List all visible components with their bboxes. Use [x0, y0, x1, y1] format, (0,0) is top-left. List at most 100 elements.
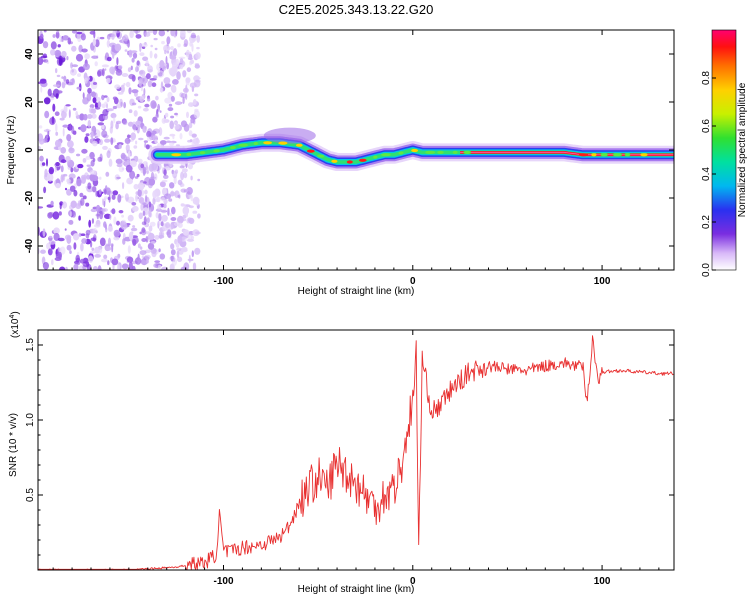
noise-speckle — [141, 43, 148, 48]
noise-speckle — [182, 70, 187, 78]
noise-speckle — [75, 110, 78, 117]
noise-speckle — [43, 59, 49, 63]
noise-speckle — [98, 189, 102, 195]
noise-speckle — [61, 76, 64, 79]
chart-title: C2E5.2025.343.13.22.G20 — [279, 2, 434, 17]
spectrogram-x-tick-label: -100 — [213, 276, 233, 287]
noise-speckle — [128, 87, 132, 95]
noise-speckle — [194, 63, 200, 66]
noise-speckle — [118, 166, 125, 173]
noise-speckle — [64, 187, 68, 191]
noise-speckle — [101, 208, 108, 212]
noise-speckle — [55, 162, 60, 167]
noise-speckle — [66, 134, 72, 142]
noise-speckle — [94, 254, 101, 258]
noise-speckle — [83, 113, 88, 121]
noise-speckle — [128, 109, 133, 114]
noise-speckle — [165, 56, 168, 65]
snr-x-tick-label: 100 — [594, 576, 611, 587]
noise-speckle — [65, 155, 71, 163]
noise-speckle — [113, 229, 121, 238]
noise-speckle — [140, 246, 143, 250]
noise-speckle — [91, 247, 95, 251]
noise-speckle — [195, 231, 201, 235]
noise-speckle — [113, 236, 120, 241]
noise-speckle — [46, 172, 54, 182]
snr-exponent-base: (x10 — [10, 318, 21, 338]
noise-speckle — [70, 167, 74, 173]
noise-speckle — [50, 41, 57, 50]
noise-speckle — [120, 101, 123, 107]
noise-speckle — [57, 237, 65, 242]
ridge-hotspot — [398, 151, 404, 155]
noise-speckle — [161, 40, 165, 45]
noise-speckle — [131, 89, 139, 94]
noise-speckle — [105, 223, 107, 230]
noise-speckle — [174, 124, 180, 130]
noise-speckle — [55, 31, 60, 39]
noise-speckle — [71, 45, 77, 52]
noise-speckle — [127, 196, 135, 204]
noise-speckle — [69, 68, 77, 76]
noise-speckle — [189, 60, 193, 66]
noise-speckle — [87, 119, 92, 128]
noise-speckle — [142, 125, 147, 133]
ridge-hotspot — [230, 146, 236, 150]
noise-speckle — [45, 134, 49, 139]
noise-speckle — [179, 64, 184, 70]
noise-speckle — [107, 225, 113, 232]
noise-speckle — [89, 104, 95, 109]
noise-speckle — [62, 35, 69, 41]
noise-speckle — [142, 56, 149, 62]
snr-exponent-close: ) — [10, 311, 21, 314]
noise-speckle — [81, 174, 87, 180]
noise-speckle — [68, 147, 75, 154]
snr-y-tick-label: 0.5 — [25, 488, 36, 502]
noise-speckle — [164, 97, 172, 104]
noise-speckle — [70, 200, 77, 209]
noise-speckle — [137, 105, 142, 109]
noise-speckle — [172, 230, 177, 235]
colorbar-tick-label: 0.0 — [701, 263, 712, 277]
noise-speckle — [145, 144, 150, 150]
noise-speckle — [52, 84, 60, 87]
noise-speckle — [195, 79, 201, 83]
noise-speckle — [99, 139, 103, 146]
noise-speckle — [171, 86, 177, 93]
noise-speckle — [146, 166, 149, 175]
noise-speckle — [191, 133, 197, 138]
noise-speckle — [43, 186, 47, 194]
noise-speckle — [56, 30, 60, 33]
noise-speckle — [110, 137, 114, 146]
noise-speckle — [116, 220, 120, 226]
noise-speckle — [53, 233, 60, 241]
noise-speckle — [177, 215, 184, 224]
noise-speckle — [143, 140, 148, 143]
noise-speckle — [147, 80, 153, 88]
noise-speckle — [104, 68, 107, 71]
noise-speckle — [141, 238, 147, 242]
noise-speckle — [59, 203, 62, 210]
noise-speckle — [146, 73, 151, 80]
noise-speckle — [191, 250, 194, 258]
snr-axes: -100 0 100 0.5 1.0 1.5 — [25, 330, 674, 587]
noise-speckle — [138, 78, 143, 87]
noise-speckle — [58, 211, 62, 216]
noise-speckle — [140, 163, 145, 169]
ridge-hotspot — [463, 150, 472, 154]
noise-speckle — [113, 216, 117, 225]
noise-speckle — [125, 144, 130, 152]
noise-speckle — [61, 82, 66, 89]
noise-speckle — [48, 166, 55, 175]
noise-speckle — [180, 30, 186, 38]
noise-speckle — [143, 181, 147, 184]
noise-speckle — [152, 116, 158, 123]
noise-speckle — [44, 110, 50, 119]
noise-speckle — [121, 214, 124, 218]
noise-speckle — [126, 159, 130, 165]
noise-speckle — [110, 112, 117, 119]
noise-speckle — [63, 105, 68, 113]
noise-speckle — [79, 113, 85, 121]
noise-speckle — [153, 37, 158, 41]
noise-speckle — [158, 213, 162, 222]
